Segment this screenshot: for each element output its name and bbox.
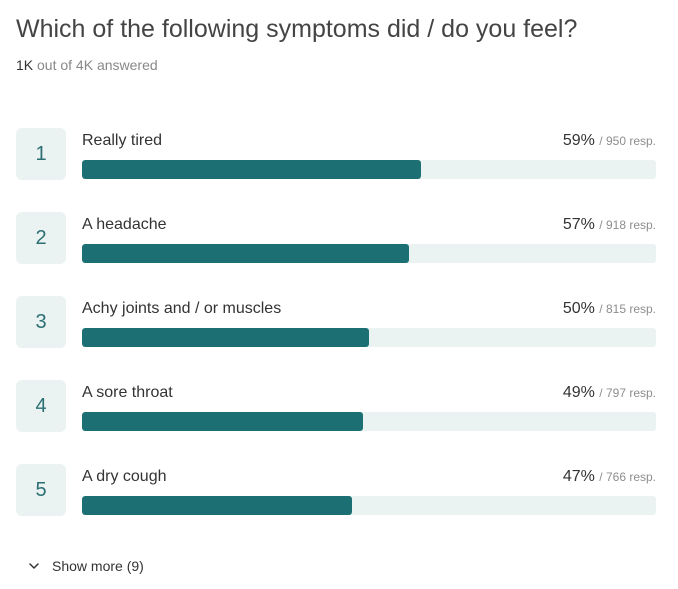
answered-total: out of 4K answered xyxy=(37,57,158,73)
option-label: A dry cough xyxy=(82,468,167,485)
progress-track xyxy=(82,412,656,431)
progress-fill xyxy=(82,328,369,347)
rank-badge: 2 xyxy=(16,212,66,264)
option-label: A sore throat xyxy=(82,384,173,401)
option-stats: 59% / 950 resp. xyxy=(563,131,656,151)
option-percent: 57% xyxy=(562,216,595,233)
answered-count: 1K xyxy=(16,57,34,73)
progress-track xyxy=(82,328,656,347)
option-response-count: / 766 resp. xyxy=(599,470,656,484)
rank-badge: 4 xyxy=(16,380,66,432)
option-percent: 49% xyxy=(562,384,595,401)
results-list: 1 Really tired 59% / 950 resp. 2 A heada… xyxy=(16,128,656,548)
result-row: 4 A sore throat 49% / 797 resp. xyxy=(16,380,656,432)
answer-summary: 1K out of 4K answered xyxy=(16,56,158,74)
progress-track xyxy=(82,496,656,515)
option-percent: 47% xyxy=(562,468,595,485)
option-percent: 59% xyxy=(562,132,595,149)
progress-track xyxy=(82,244,656,263)
rank-badge: 5 xyxy=(16,464,66,516)
option-percent: 50% xyxy=(562,300,595,317)
option-response-count: / 797 resp. xyxy=(599,386,656,400)
option-label: Achy joints and / or muscles xyxy=(82,300,282,317)
option-response-count: / 918 resp. xyxy=(599,218,656,232)
result-row: 1 Really tired 59% / 950 resp. xyxy=(16,128,656,180)
option-stats: 50% / 815 resp. xyxy=(563,299,656,319)
result-row: 2 A headache 57% / 918 resp. xyxy=(16,212,656,264)
option-label: A headache xyxy=(82,216,167,233)
show-more-label: Show more (9) xyxy=(52,558,144,574)
option-stats: 57% / 918 resp. xyxy=(563,215,656,235)
progress-fill xyxy=(82,412,364,431)
option-response-count: / 815 resp. xyxy=(599,302,656,316)
option-stats: 49% / 797 resp. xyxy=(563,383,656,403)
rank-badge: 3 xyxy=(16,296,66,348)
rank-badge: 1 xyxy=(16,128,66,180)
option-stats: 47% / 766 resp. xyxy=(563,467,656,487)
option-label: Really tired xyxy=(82,132,163,149)
show-more-button[interactable]: Show more (9) xyxy=(28,556,144,576)
option-response-count: / 950 resp. xyxy=(599,134,656,148)
chevron-down-icon xyxy=(29,563,39,569)
progress-fill xyxy=(82,496,352,515)
progress-fill xyxy=(82,244,410,263)
progress-track xyxy=(82,160,656,179)
result-row: 3 Achy joints and / or muscles 50% / 815… xyxy=(16,296,656,348)
progress-fill xyxy=(82,160,421,179)
result-row: 5 A dry cough 47% / 766 resp. xyxy=(16,464,656,516)
question-title: Which of the following symptoms did / do… xyxy=(16,15,578,43)
